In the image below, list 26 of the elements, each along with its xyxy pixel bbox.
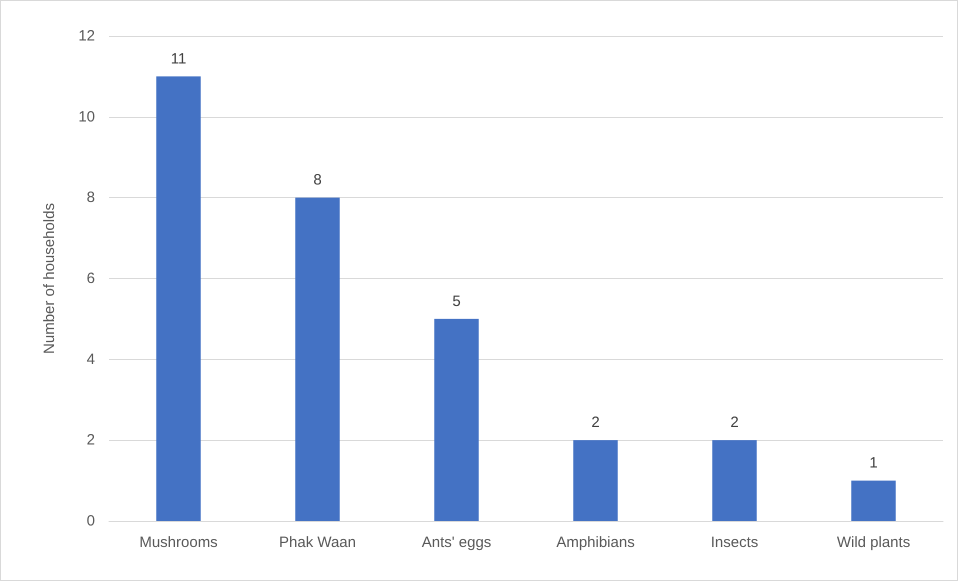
y-tick-label: 4	[86, 350, 95, 368]
y-tick-label: 2	[86, 432, 95, 449]
x-tick-label: Insects	[710, 534, 758, 551]
bar	[156, 76, 201, 521]
y-tick-label: 10	[78, 108, 95, 126]
data-label: 8	[313, 172, 322, 189]
y-tick-label: 0	[86, 512, 95, 530]
x-tick-label: Phak Waan	[279, 534, 356, 551]
data-label: 1	[869, 454, 878, 472]
x-tick-label: Ants' eggs	[422, 534, 492, 551]
bar	[434, 318, 479, 521]
data-label: 5	[452, 292, 461, 310]
data-label: 11	[170, 50, 186, 68]
data-label: 2	[730, 414, 739, 432]
bar	[851, 480, 896, 521]
y-tick-label: 6	[86, 270, 95, 287]
y-tick-label: 8	[86, 189, 95, 206]
bar	[295, 198, 340, 521]
x-tick-label: Wild plants	[836, 534, 910, 551]
data-label: 2	[591, 414, 600, 432]
y-tick-label: 12	[78, 28, 95, 44]
y-axis-title: Number of households	[41, 203, 58, 354]
bar	[712, 440, 757, 521]
x-tick-label: Mushrooms	[139, 534, 218, 551]
x-tick-label: Amphibians	[556, 534, 635, 551]
bar	[573, 440, 618, 521]
